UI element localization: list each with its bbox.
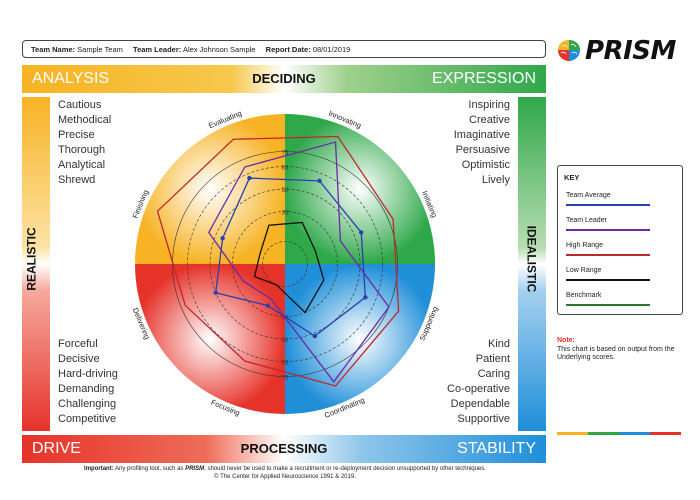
- color-rule: [557, 432, 681, 435]
- ring-label-bottom: 50: [282, 338, 289, 344]
- word-item: Challenging: [58, 398, 117, 410]
- word-item: Competitive: [58, 413, 117, 425]
- data-point: [213, 290, 218, 295]
- word-item: Analytical: [58, 159, 106, 171]
- ring-label-top: 65: [282, 166, 289, 172]
- legend-item-label: Team Leader: [566, 217, 607, 224]
- grid-ring: [187, 166, 383, 362]
- stability-label: STABILITY: [457, 440, 536, 457]
- legend-swatch: [566, 254, 650, 256]
- realistic-label: REALISTIC: [24, 227, 39, 291]
- word-item: Hard-driving: [58, 368, 118, 380]
- word-item: Dependable: [450, 398, 510, 410]
- data-point: [265, 303, 270, 308]
- legend-swatch: [566, 304, 650, 306]
- word-item: Persuasive: [455, 144, 510, 156]
- word-item: Precise: [58, 129, 95, 141]
- important-brand: PRISM: [185, 466, 205, 472]
- analysis-words: Cautious Methodical Precise Thorough Ana…: [58, 98, 111, 188]
- team-leader-label: Team Leader:: [133, 45, 182, 54]
- word-item: Caring: [477, 368, 510, 380]
- bottom-bar: PROCESSING DRIVE STABILITY: [22, 435, 546, 463]
- idealistic-label: IDEALISTIC: [524, 225, 539, 293]
- drive-label: DRIVE: [32, 440, 81, 457]
- quadrant-stability: [285, 264, 435, 414]
- brain-icon: [558, 40, 580, 61]
- quadrant-analysis: [135, 114, 285, 264]
- important-notice: Important: Any profiling tool, such as P…: [0, 466, 570, 472]
- top-bar: DECIDING ANALYSIS EXPRESSION: [22, 65, 546, 93]
- word-item: Inspiring: [468, 99, 510, 111]
- word-item: Forceful: [58, 338, 98, 350]
- chart-background: [135, 114, 435, 414]
- quadrant-expression: [285, 114, 435, 264]
- word-item: Cautious: [58, 99, 102, 111]
- data-point: [312, 333, 318, 339]
- legend-item-label: Team Average: [566, 192, 611, 199]
- word-item: Supportive: [457, 413, 510, 425]
- word-item: Decisive: [58, 353, 100, 365]
- legend-swatch: [566, 229, 650, 231]
- word-item: Co-operative: [447, 383, 510, 395]
- deciding-label: DECIDING: [252, 71, 316, 86]
- legend-box: KEY Team Average Team Leader High Range …: [557, 165, 683, 315]
- copyright: © The Center for Applied Neuroscience 19…: [214, 474, 356, 480]
- series-team-leader: [208, 141, 390, 383]
- legend-swatch: [566, 204, 650, 206]
- word-item: Lively: [481, 174, 510, 186]
- quadrant-drive: [135, 264, 285, 414]
- report-date-value: 08/01/2019: [312, 45, 351, 54]
- important-text-b: , should never be used to make a recruit…: [204, 466, 486, 472]
- note: Note: This chart is based on output from…: [557, 337, 685, 363]
- left-side-bar: REALISTIC: [22, 97, 50, 431]
- prism-logo: PRISM: [585, 36, 676, 66]
- data-point: [220, 235, 225, 241]
- stability-words: Kind Patient Caring Co-operative Dependa…: [447, 337, 510, 427]
- legend-item-label: Low Range: [566, 267, 602, 274]
- expression-label: EXPRESSION: [431, 70, 536, 87]
- team-name-label: Team Name:: [31, 45, 76, 54]
- word-item: Imaginative: [453, 129, 510, 141]
- grid-ring: [209, 188, 361, 340]
- series-high-range: [156, 135, 400, 387]
- important-text-a: Any profiling tool, such as: [115, 466, 184, 472]
- word-item: Thorough: [58, 144, 106, 156]
- word-item: Demanding: [58, 383, 115, 395]
- chart-series: [156, 135, 400, 387]
- ring-label-top: 35: [282, 211, 289, 217]
- legend-swatch: [566, 279, 650, 281]
- report-header: Team Name: Sample Team Team Leader: Alex…: [22, 40, 546, 58]
- word-item: Optimistic: [461, 159, 510, 171]
- ring-label-bottom: 75: [282, 376, 289, 382]
- important-label: Important:: [84, 466, 114, 472]
- series-low-range: [253, 221, 325, 314]
- analysis-label: ANALYSIS: [32, 70, 110, 87]
- legend-item-label: Benchmark: [566, 292, 602, 299]
- word-item: Patient: [475, 353, 510, 365]
- ring-label-top: 50: [282, 188, 289, 194]
- grid-ring: [262, 241, 308, 287]
- note-text: This chart is based on output from the U…: [557, 345, 675, 362]
- ring-label-top: 75: [282, 151, 289, 157]
- data-point: [363, 295, 368, 300]
- team-name-value: Sample Team: [77, 45, 123, 54]
- legend-title: KEY: [564, 173, 580, 182]
- word-item: Creative: [469, 114, 510, 126]
- legend-item-label: High Range: [566, 242, 603, 249]
- ring-label-bottom: 65: [282, 361, 289, 367]
- right-side-bar: IDEALISTIC: [518, 97, 546, 431]
- data-point: [317, 178, 322, 184]
- word-item: Shrewd: [58, 174, 96, 186]
- note-title: Note:: [557, 337, 575, 344]
- team-leader-value: Alex Johnson Sample: [182, 45, 256, 54]
- drive-words: Forceful Decisive Hard-driving Demanding…: [58, 337, 118, 427]
- data-point: [247, 175, 252, 181]
- report-date-label: Report Date:: [265, 45, 311, 54]
- expression-words: Inspiring Creative Imaginative Persuasiv…: [454, 98, 510, 188]
- word-item: Kind: [487, 338, 510, 350]
- word-item: Methodical: [58, 114, 112, 126]
- processing-label: PROCESSING: [240, 441, 328, 456]
- data-point: [359, 230, 364, 235]
